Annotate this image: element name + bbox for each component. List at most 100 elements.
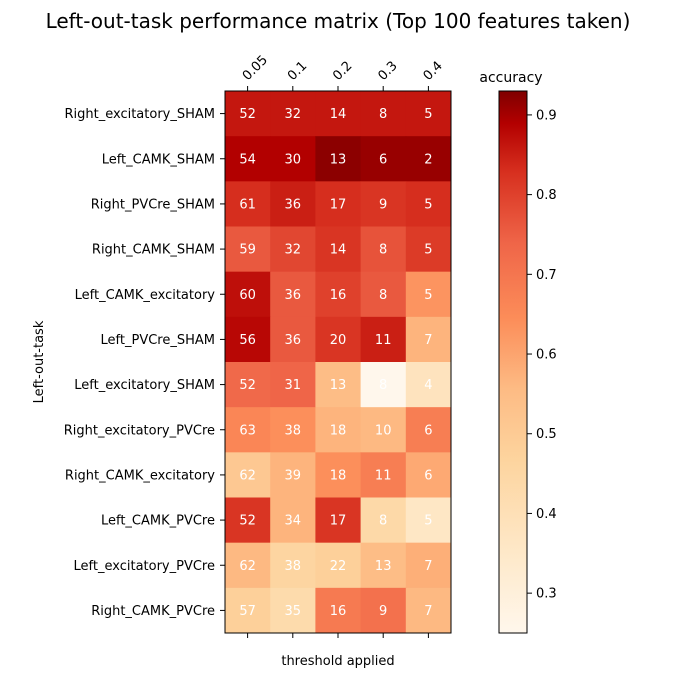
x-axis-label: threshold applied xyxy=(281,654,394,669)
heatmap-cell xyxy=(315,181,362,227)
heatmap-cell xyxy=(315,316,362,363)
cell-value-label: 14 xyxy=(330,243,347,258)
heatmap-cell xyxy=(405,407,452,453)
heatmap-cell xyxy=(270,542,316,589)
heatmap-cell xyxy=(360,91,407,137)
heatmap-cell xyxy=(315,362,362,408)
heatmap-cells xyxy=(225,91,452,634)
cell-value-label: 22 xyxy=(330,559,347,574)
cell-value-label: 9 xyxy=(379,197,387,212)
cell-value-label: 6 xyxy=(379,152,387,167)
heatmap-cell xyxy=(270,91,316,137)
cell-value-label: 34 xyxy=(285,514,302,529)
cell-value-label: 36 xyxy=(285,333,302,348)
heatmap-cell xyxy=(405,181,452,227)
cell-value-label: 8 xyxy=(379,378,387,393)
cell-value-label: 61 xyxy=(239,197,256,212)
cell-value-label: 11 xyxy=(375,468,392,483)
heatmap-cell xyxy=(315,407,362,453)
cell-value-label: 7 xyxy=(424,604,432,619)
heatmap-cell xyxy=(225,136,271,182)
cell-value-label: 16 xyxy=(330,604,347,619)
y-axis-ticks: Right_excitatory_SHAM Left_CAMK_SHAM Right… xyxy=(64,107,225,619)
colorbar-tick-label: 0.7 xyxy=(536,268,557,283)
colorbar-label: accuracy xyxy=(479,70,542,86)
cell-value-label: 7 xyxy=(424,333,432,348)
heatmap-cell xyxy=(360,452,407,498)
x-tick-label: 0.4 xyxy=(421,59,446,84)
cell-value-label: 18 xyxy=(330,423,347,438)
cell-value-label: 14 xyxy=(330,107,347,122)
cell-value-label: 9 xyxy=(379,604,387,619)
cell-value-label: 18 xyxy=(330,468,347,483)
heatmap-cell xyxy=(405,316,452,363)
cell-value-label: 62 xyxy=(239,468,256,483)
heatmap-cell xyxy=(405,362,452,408)
heatmap-cell xyxy=(360,542,407,589)
heatmap-cell xyxy=(225,271,271,318)
heatmap-cell xyxy=(270,362,316,408)
heatmap-cell-labels: 52 32 14 8 554 30 13 6 261 36 17 9 559 32 14 8 560 36 16 8 5… xyxy=(239,107,432,619)
cell-value-label: 13 xyxy=(330,378,347,393)
cell-value-label: 32 xyxy=(285,243,302,258)
cell-value-label: 5 xyxy=(424,197,432,212)
heatmap-cell xyxy=(360,407,407,453)
y-tick-label: Right_CAMK_PVCre xyxy=(91,604,215,619)
cell-value-label: 17 xyxy=(330,514,347,529)
heatmap-cell xyxy=(315,226,362,273)
cell-value-label: 5 xyxy=(424,514,432,529)
cell-value-label: 13 xyxy=(330,152,347,167)
heatmap-cell xyxy=(270,226,316,273)
heatmap-cell xyxy=(270,497,316,544)
cell-value-label: 2 xyxy=(424,152,432,167)
heatmap-cell xyxy=(315,452,362,498)
heatmap-cell xyxy=(405,91,452,137)
cell-value-label: 36 xyxy=(285,197,302,212)
colorbar xyxy=(498,90,528,634)
heatmap-cell xyxy=(405,542,452,589)
heatmap-cell xyxy=(315,91,362,137)
y-tick-label: Right_CAMK_excitatory xyxy=(65,468,215,483)
heatmap-cell xyxy=(360,497,407,544)
cell-value-label: 16 xyxy=(330,288,347,303)
cell-value-label: 31 xyxy=(285,378,302,393)
colorbar-tick-label: 0.9 xyxy=(536,108,557,123)
heatmap-cell xyxy=(270,136,316,182)
cell-value-label: 5 xyxy=(424,107,432,122)
x-tick-label: 0.2 xyxy=(330,59,355,84)
cell-value-label: 11 xyxy=(375,333,392,348)
heatmap-cell xyxy=(270,271,316,318)
heatmap-cell xyxy=(360,587,407,634)
heatmap-cell xyxy=(225,316,271,363)
cell-value-label: 10 xyxy=(375,423,392,438)
cell-value-label: 32 xyxy=(285,107,302,122)
heatmap-cell xyxy=(225,226,271,273)
cell-value-label: 5 xyxy=(424,288,432,303)
colorbar-ticks: 0.3 0.4 0.5 0.6 0.7 0.8 0.9 xyxy=(527,108,557,602)
cell-value-label: 62 xyxy=(239,559,256,574)
x-tick-label: 0.1 xyxy=(285,59,310,84)
x-tick-label: 0.3 xyxy=(375,59,400,84)
heatmap-cell xyxy=(360,136,407,182)
heatmap-cell xyxy=(225,91,271,137)
cell-value-label: 39 xyxy=(285,468,302,483)
cell-value-label: 36 xyxy=(285,288,302,303)
heatmap-cell xyxy=(360,181,407,227)
cell-value-label: 57 xyxy=(239,604,256,619)
cell-value-label: 13 xyxy=(375,559,392,574)
colorbar-tick-label: 0.8 xyxy=(536,188,557,203)
heatmap-cell xyxy=(360,271,407,318)
colorbar-tick-label: 0.6 xyxy=(536,348,557,363)
heatmap-cell xyxy=(270,452,316,498)
colorbar-tick-label: 0.4 xyxy=(536,507,557,522)
colorbar-tick-label: 0.3 xyxy=(536,587,557,602)
heatmap-cell xyxy=(270,587,316,634)
y-tick-label: Right_excitatory_SHAM xyxy=(64,107,215,122)
heatmap-cell xyxy=(270,181,316,227)
heatmap-cell xyxy=(315,542,362,589)
heatmap-cell xyxy=(405,226,452,273)
heatmap-cell xyxy=(225,452,271,498)
heatmap-cell xyxy=(225,542,271,589)
cell-value-label: 8 xyxy=(379,243,387,258)
y-tick-label: Left_excitatory_SHAM xyxy=(74,378,215,393)
